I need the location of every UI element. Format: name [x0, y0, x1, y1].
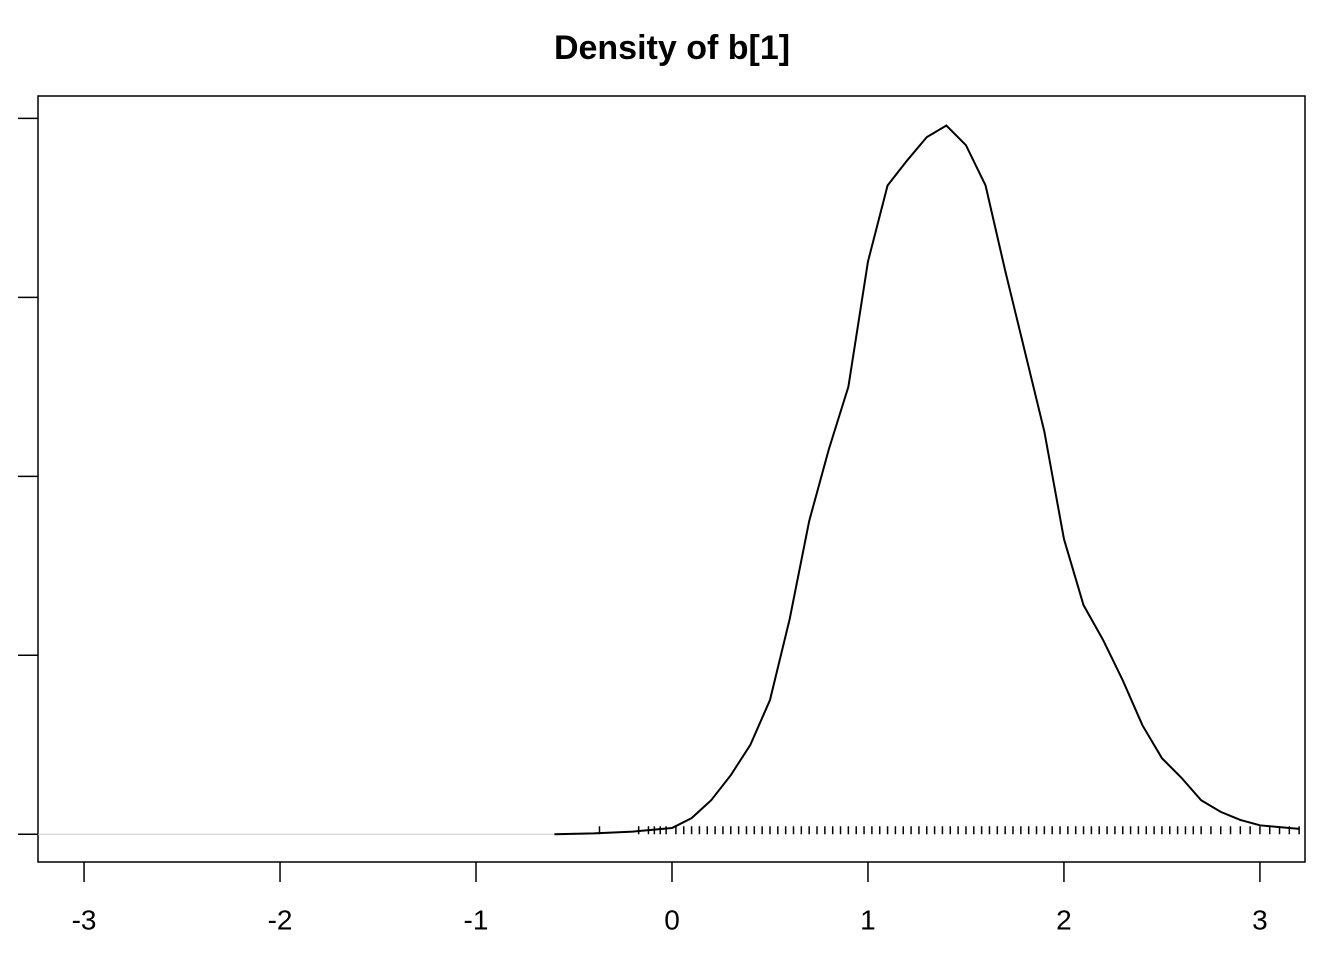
x-tick-label: -2: [268, 904, 293, 935]
x-tick-label: -1: [464, 904, 489, 935]
density-curve: [554, 124, 1300, 836]
x-tick-label: 1: [860, 904, 876, 935]
x-tick-label: 2: [1056, 904, 1072, 935]
x-tick-label: 3: [1252, 904, 1268, 935]
chart-title: Density of b[1]: [554, 29, 790, 67]
x-tick-label: 0: [664, 904, 680, 935]
plot-frame: [37, 95, 1306, 863]
x-tick-label: -3: [72, 904, 97, 935]
